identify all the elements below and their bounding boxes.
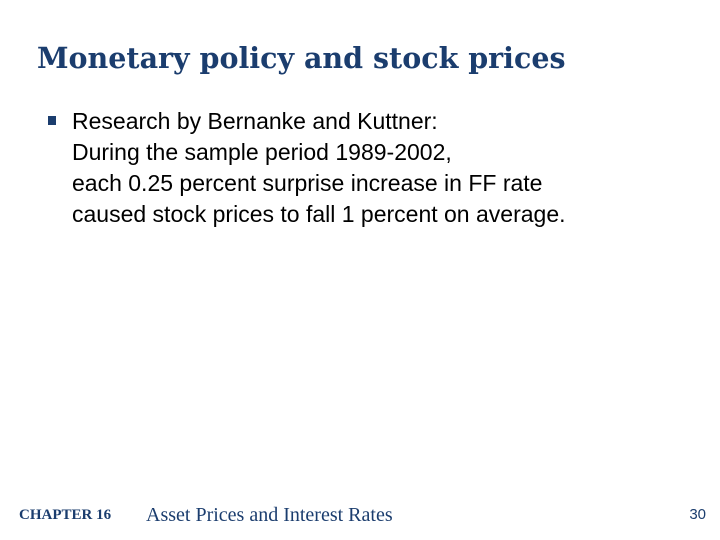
bullet-line: Research by Bernanke and Kuttner:	[72, 108, 438, 134]
bullet-line: During the sample period 1989-2002,	[72, 139, 452, 165]
square-bullet-icon	[48, 116, 56, 125]
footer-chapter-title: Asset Prices and Interest Rates	[146, 504, 393, 526]
bullet-point: Research by Bernanke and Kuttner: During…	[72, 106, 566, 230]
page-number: 30	[689, 506, 706, 523]
bullet-line: each 0.25 percent surprise increase in F…	[72, 170, 543, 196]
footer-chapter-label: CHAPTER 16	[19, 507, 112, 523]
slide-title: Monetary policy and stock prices	[37, 41, 566, 75]
bullet-line: caused stock prices to fall 1 percent on…	[72, 201, 566, 227]
